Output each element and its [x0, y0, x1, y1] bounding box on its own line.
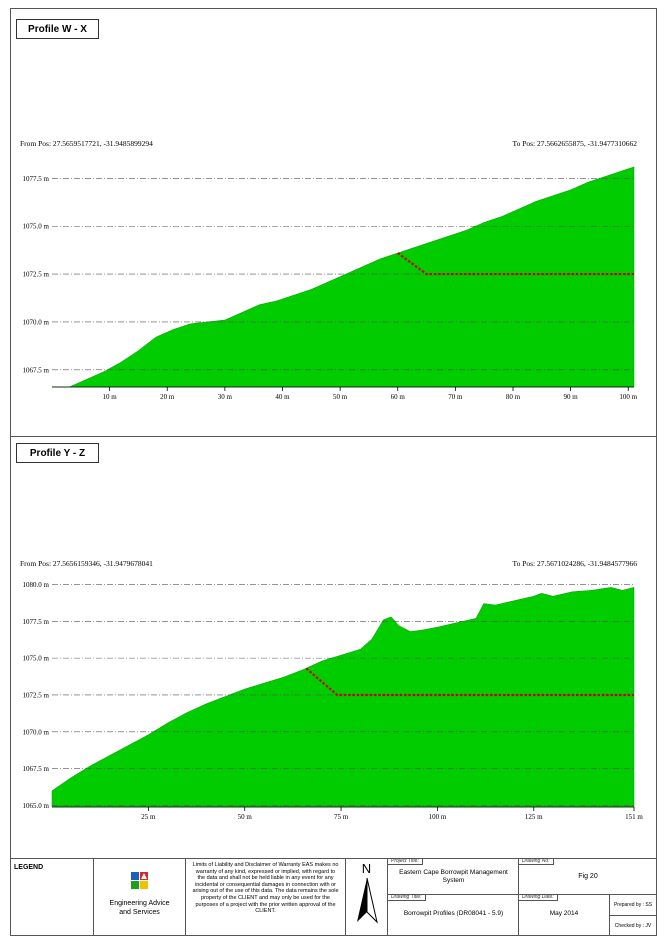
- x-tick-label: 25 m: [141, 813, 156, 821]
- x-tick-label: 75 m: [334, 813, 349, 821]
- x-tick-label: 30 m: [218, 393, 233, 401]
- x-tick-label: 80 m: [506, 393, 521, 401]
- x-tick-label: 100 m: [429, 813, 447, 821]
- from-position: From Pos: 27.5656159346, -31.9479678041: [20, 559, 153, 568]
- page-frame: [10, 8, 657, 936]
- y-tick-label: 1067.5 m: [23, 765, 50, 773]
- y-tick-label: 1070.0 m: [23, 728, 50, 736]
- drawing-no-label: Drawing No:: [519, 858, 554, 865]
- drawing-date: May 2014: [549, 910, 579, 917]
- north-label: N: [361, 861, 372, 876]
- y-tick-label: 1065.0 m: [23, 802, 50, 810]
- disclaimer: Limits of Liability and Disclaimer of Wa…: [186, 858, 346, 936]
- x-tick-label: 100 m: [619, 393, 637, 401]
- to-position: To Pos: 27.5671024286, -31.9484577966: [512, 559, 637, 568]
- x-tick-label: 40 m: [275, 393, 290, 401]
- x-tick-label: 90 m: [564, 393, 579, 401]
- y-tick-label: 1075.0 m: [23, 655, 50, 663]
- profile-chart: 1065.0 m 1067.5 m 1070.0 m 1072.5 m 1075.0 m…: [23, 581, 644, 821]
- project-panel: Project Title: Eastern Cape Borrowpit Ma…: [388, 858, 519, 936]
- profile-title: Profile W - X: [16, 19, 99, 39]
- to-position: To Pos: 27.5662655875, -31.9477310662: [512, 139, 637, 148]
- legend-divider: [10, 858, 657, 859]
- drawing-date-label: Drawing Date:: [519, 894, 558, 901]
- y-tick-label: 1072.5 m: [23, 691, 50, 699]
- ground-area: [52, 166, 635, 388]
- y-tick-label: 1067.5 m: [23, 366, 50, 374]
- drawing-info-panel: Drawing No: Fig 20 Drawing Date: May 201…: [519, 858, 657, 936]
- x-tick-label: 151 m: [625, 813, 643, 821]
- x-tick-label: 70 m: [448, 393, 463, 401]
- profile-chart: 1067.5 m 1070.0 m 1072.5 m 1075.0 m 1077.5 m…: [23, 166, 638, 401]
- company-name-line1: Engineering Advice: [109, 900, 170, 907]
- x-tick-label: 50 m: [333, 393, 348, 401]
- y-tick-label: 1075.0 m: [23, 223, 50, 231]
- excavation-line: [397, 252, 634, 276]
- project-title-label: Project Title:: [388, 858, 423, 865]
- north-panel: N: [346, 858, 388, 936]
- from-position: From Pos: 27.5659517721, -31.9485899294: [20, 139, 153, 148]
- legend-title: LEGEND: [14, 864, 44, 871]
- profile-title: Profile Y - Z: [16, 443, 99, 463]
- x-tick-label: 50 m: [238, 813, 253, 821]
- company-name-line2: and Services: [119, 908, 160, 916]
- project-title: Eastern Cape Borrowpit Management System: [399, 869, 508, 885]
- x-tick-label: 60 m: [391, 393, 406, 401]
- x-tick-label: 125 m: [525, 813, 543, 821]
- drawing-title: Borrowpit Profiles (DR08041 - 5.9): [403, 910, 504, 917]
- x-tick-label: 20 m: [160, 393, 175, 401]
- y-tick-label: 1077.5 m: [23, 618, 50, 626]
- drawing-no: Fig 20: [578, 873, 598, 880]
- x-tick-label: 10 m: [103, 393, 118, 401]
- title-block: LEGEND Engineering Advice and Services L…: [10, 858, 657, 936]
- drawing-title-label: Drawing Title:: [388, 894, 426, 901]
- ground-area: [51, 587, 635, 808]
- legend-panel: LEGEND: [10, 858, 94, 936]
- y-tick-label: 1072.5 m: [23, 271, 50, 279]
- section-divider: [10, 436, 657, 437]
- company-logo-icon: [130, 872, 148, 889]
- excavation-line: [305, 667, 634, 697]
- company-panel: Engineering Advice and Services: [94, 858, 186, 936]
- north-arrow-icon: [357, 877, 378, 924]
- y-tick-label: 1080.0 m: [23, 581, 50, 589]
- y-tick-label: 1077.5 m: [23, 175, 50, 183]
- checked-by: Checked by : JV: [614, 922, 652, 929]
- prepared-by: Prepared by : SS: [609, 894, 657, 916]
- y-tick-label: 1070.0 m: [23, 318, 50, 326]
